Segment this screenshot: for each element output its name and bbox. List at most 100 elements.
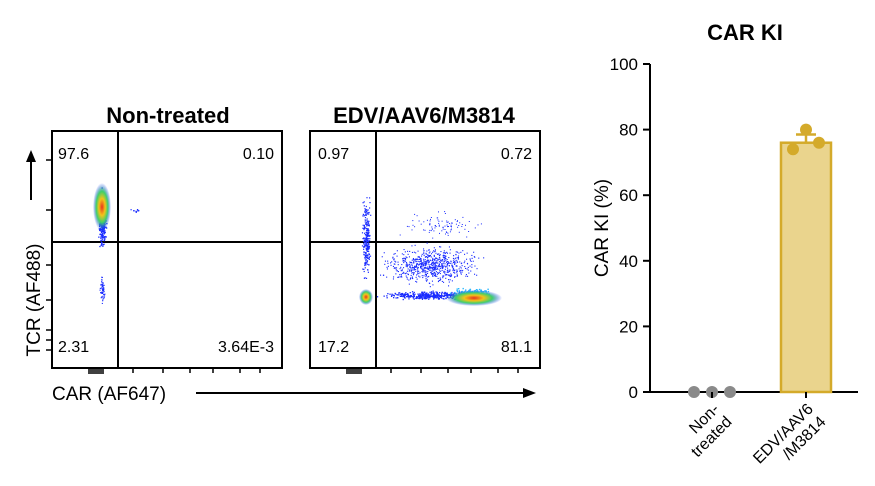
event-dot (429, 296, 431, 298)
event-dot (437, 281, 439, 283)
event-dot (442, 295, 444, 297)
y-tick-label: 40 (619, 252, 638, 271)
event-dot (424, 267, 426, 269)
event-dot (393, 253, 395, 255)
event-dot (415, 258, 417, 260)
event-dot (466, 258, 468, 260)
event-dot (455, 259, 457, 261)
event-dot (368, 220, 370, 222)
bar (779, 141, 833, 394)
event-dot (102, 291, 104, 293)
event-dot (369, 207, 371, 209)
event-dot (394, 293, 397, 295)
event-dot (446, 265, 448, 267)
event-dot (412, 274, 414, 276)
event-dot (412, 293, 414, 295)
event-dot (396, 297, 399, 299)
event-dot (451, 280, 453, 282)
event-dot (449, 271, 451, 273)
event-dot (438, 222, 440, 224)
event-dot (454, 269, 456, 271)
event-dot (407, 296, 410, 298)
event-dot (436, 293, 438, 295)
event-dot (437, 298, 440, 300)
event-dot (433, 258, 435, 260)
event-dot (414, 258, 416, 260)
event-dot (367, 228, 369, 230)
event-dot (430, 269, 432, 271)
event-dot (412, 220, 414, 222)
event-dot (424, 263, 426, 265)
event-dot (418, 256, 420, 258)
event-dot (435, 261, 437, 263)
event-dot (456, 265, 458, 267)
event-dot (440, 259, 442, 261)
event-dot (448, 285, 450, 287)
event-dot (462, 269, 464, 271)
event-dot (102, 244, 105, 246)
event-dot (436, 217, 438, 219)
event-dot (367, 221, 369, 223)
event-dot (449, 262, 451, 264)
event-dot (101, 292, 103, 294)
event-dot (449, 269, 451, 271)
event-dot (427, 256, 429, 258)
event-dot (432, 295, 434, 297)
event-dot (444, 252, 446, 254)
flow-plot-frame (51, 130, 283, 369)
event-dot (427, 276, 429, 278)
event-dot (366, 225, 368, 227)
event-dot (409, 250, 411, 252)
event-dot (102, 282, 104, 284)
event-dot (369, 240, 371, 242)
event-dot (429, 220, 431, 222)
event-dot (404, 294, 406, 297)
event-dot (435, 291, 437, 293)
event-dot (446, 271, 448, 273)
event-dot (433, 269, 435, 271)
event-dot (406, 278, 408, 280)
event-dot (404, 260, 406, 262)
event-dot (419, 263, 421, 265)
event-dot (417, 271, 419, 273)
event-dot (440, 265, 442, 267)
event-dot (426, 242, 428, 244)
event-dot (427, 268, 429, 270)
event-dot (363, 251, 365, 253)
event-dot (442, 259, 444, 261)
event-dot (411, 276, 413, 278)
flow-panel-title: Non-treated (106, 103, 229, 128)
event-dot (424, 269, 426, 271)
event-dot (416, 297, 418, 300)
event-dot (366, 197, 368, 199)
event-dot (470, 270, 472, 272)
y-axis-arrow (26, 150, 36, 200)
event-dot (387, 265, 389, 267)
event-dot (423, 250, 425, 252)
quadrant-upper-left-value: 97.6 (58, 146, 89, 163)
event-dot (433, 255, 435, 257)
event-dot (456, 257, 458, 259)
event-dot (430, 256, 432, 258)
event-dot (364, 254, 366, 256)
event-dot (366, 229, 368, 231)
event-dot (452, 270, 454, 272)
event-dot (440, 295, 442, 297)
event-dot (423, 294, 425, 297)
event-dot (364, 240, 366, 242)
event-dot (363, 237, 365, 239)
event-dot (365, 211, 368, 213)
event-dot (102, 234, 104, 236)
event-dot (399, 274, 401, 276)
event-dot (445, 260, 447, 262)
event-dot (446, 264, 448, 266)
event-dot (455, 253, 457, 255)
event-dot (400, 270, 402, 272)
event-dot (456, 275, 458, 277)
event-dot (441, 220, 443, 222)
event-dot (421, 266, 423, 268)
event-dot (433, 262, 435, 264)
event-dot (460, 273, 462, 275)
event-dot (421, 297, 423, 299)
